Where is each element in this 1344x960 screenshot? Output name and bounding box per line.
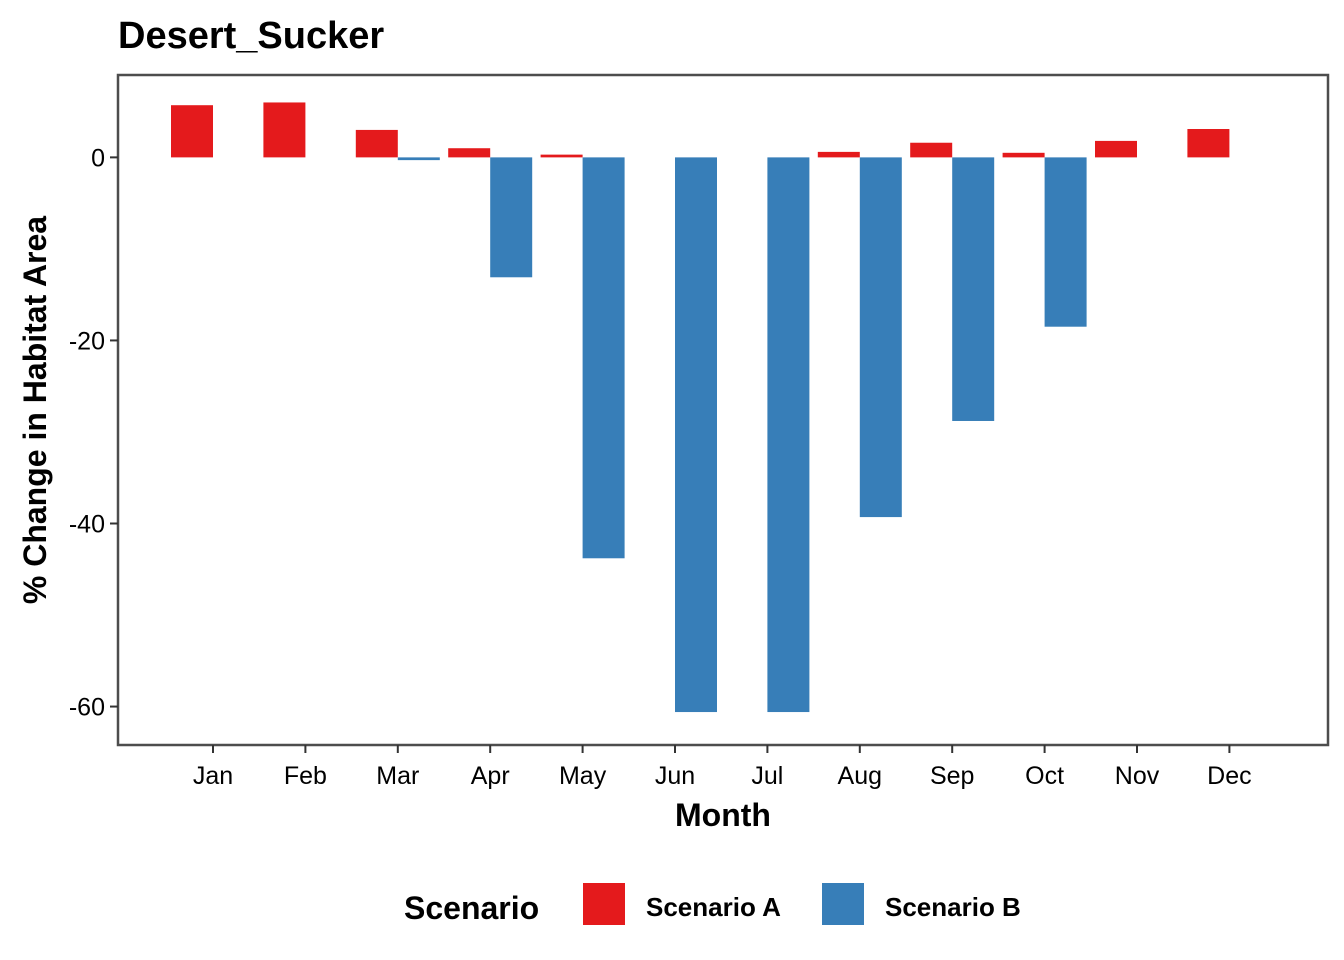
- bar-scenario-a-apr: [448, 148, 491, 158]
- x-tick-label-oct: Oct: [1025, 762, 1064, 790]
- legend: Scenario Scenario A Scenario B: [404, 883, 1021, 926]
- bar-scenario-b-mar: [397, 157, 440, 161]
- bar-scenario-b-sep: [952, 157, 995, 421]
- y-tick-label: -20: [69, 327, 105, 355]
- chart-title: Desert_Sucker: [118, 15, 384, 57]
- x-tick-label-jul: Jul: [751, 762, 783, 790]
- legend-title: Scenario: [404, 890, 539, 926]
- bar-scenario-a-feb: [263, 102, 306, 158]
- y-tick-label: -60: [69, 694, 105, 722]
- bar-scenario-a-mar: [355, 129, 398, 158]
- x-tick-label-nov: Nov: [1115, 762, 1160, 790]
- y-tick-label: -40: [69, 510, 105, 538]
- x-tick-label-apr: Apr: [471, 762, 510, 790]
- x-tick-label-dec: Dec: [1207, 762, 1251, 790]
- bar-scenario-b-aug: [859, 157, 902, 518]
- bar-scenario-a-aug: [817, 151, 860, 158]
- legend-label-scenario-b: Scenario B: [885, 892, 1021, 922]
- bar-scenario-b-may: [582, 157, 625, 559]
- x-tick-label-aug: Aug: [838, 762, 882, 790]
- x-axis-title: Month: [675, 797, 771, 833]
- bar-scenario-b-oct: [1044, 157, 1087, 327]
- bar-scenario-a-may: [540, 154, 583, 158]
- legend-key-scenario-b: [822, 883, 864, 925]
- x-tick-label-feb: Feb: [284, 762, 327, 790]
- y-axis-title: % Change in Habitat Area: [17, 216, 53, 604]
- x-tick-label-mar: Mar: [376, 762, 419, 790]
- x-tick-label-sep: Sep: [930, 762, 974, 790]
- bar-scenario-b-jun: [675, 157, 717, 713]
- bar-scenario-b-apr: [490, 157, 533, 278]
- legend-key-scenario-a: [583, 883, 625, 925]
- bar-scenario-a-dec: [1187, 129, 1230, 158]
- y-axis: 0 -20 -40 -60: [69, 144, 118, 722]
- x-tick-label-jan: Jan: [193, 762, 233, 790]
- y-tick-label: 0: [91, 144, 105, 172]
- bar-scenario-a-oct: [1002, 152, 1045, 158]
- plot-panel: [116, 73, 1330, 747]
- legend-items: Scenario A Scenario B: [583, 883, 1021, 925]
- legend-label-scenario-a: Scenario A: [646, 892, 781, 922]
- x-tick-label-jun: Jun: [655, 762, 695, 790]
- bar-scenario-b-jul: [767, 157, 810, 713]
- bar-scenario-a-jan: [171, 105, 213, 158]
- x-axis: Jan Feb Mar Apr May Jun Jul Aug Sep Oct Nov Dec: [193, 745, 1252, 790]
- bar-scenario-a-sep: [910, 142, 953, 158]
- bar-scenario-a-nov: [1095, 140, 1137, 158]
- x-tick-label-may: May: [559, 762, 607, 790]
- bars-group: [171, 102, 1230, 713]
